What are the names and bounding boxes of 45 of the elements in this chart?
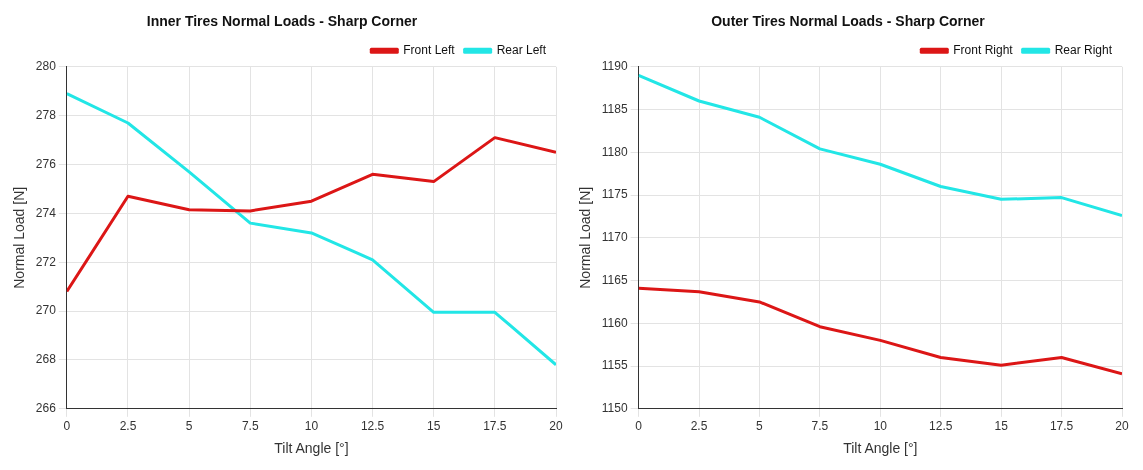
x-tick-label: 5 — [756, 419, 764, 434]
x-tick-label: 10 — [304, 419, 319, 434]
y-tick-label: 274 — [35, 205, 57, 220]
legend-label: Front Right — [953, 43, 1014, 58]
y-tick-label: 1165 — [601, 272, 628, 287]
chart-title: Outer Tires Normal Loads - Sharp Corner — [711, 13, 986, 30]
x-tick-label: 20 — [1115, 419, 1129, 434]
y-tick-label: 1180 — [601, 144, 628, 159]
y-tick-label: 1170 — [601, 230, 628, 245]
x-tick-label: 12.5 — [360, 419, 385, 434]
y-tick-label: 272 — [35, 254, 57, 269]
y-tick-label: 270 — [35, 303, 57, 318]
x-tick-label: 17.5 — [1049, 419, 1074, 434]
x-tick-label: 12.5 — [929, 419, 953, 434]
x-tick-label: 5 — [185, 419, 193, 434]
y-axis-title: Normal Load [N] — [577, 186, 594, 289]
x-tick-label: 20 — [549, 419, 563, 434]
x-tick-label: 7.5 — [811, 419, 829, 434]
y-tick-label: 1150 — [601, 401, 628, 416]
y-tick-label: 266 — [35, 401, 57, 416]
x-axis-title: Tilt Angle [°] — [274, 440, 349, 457]
x-tick-label: 0 — [63, 419, 71, 434]
y-tick-label: 1175 — [601, 187, 628, 202]
y-tick-label: 1190 — [601, 59, 628, 74]
y-tick-label: 1185 — [601, 101, 628, 116]
x-tick-label: 7.5 — [241, 419, 259, 434]
y-tick-label: 276 — [35, 156, 57, 171]
y-tick-label: 278 — [35, 107, 57, 122]
legend-label: Rear Right — [1054, 43, 1113, 58]
x-tick-label: 15 — [994, 419, 1009, 434]
y-tick-label: 280 — [35, 59, 57, 74]
x-tick-label: 10 — [873, 419, 888, 434]
y-tick-label: 1155 — [601, 358, 628, 373]
chart-title: Inner Tires Normal Loads - Sharp Corner — [146, 13, 418, 30]
y-tick-label: 268 — [35, 352, 57, 367]
x-tick-label: 17.5 — [483, 419, 507, 434]
y-axis-title: Normal Load [N] — [11, 186, 28, 289]
x-tick-label: 2.5 — [690, 419, 708, 434]
x-tick-label: 2.5 — [119, 419, 137, 434]
x-tick-label: 15 — [427, 419, 441, 434]
x-tick-label: 0 — [635, 419, 643, 434]
legend-label: Rear Left — [496, 43, 547, 58]
y-tick-label: 1160 — [601, 315, 628, 330]
x-axis-title: Tilt Angle [°] — [843, 440, 918, 457]
legend-label: Front Left — [403, 43, 456, 58]
